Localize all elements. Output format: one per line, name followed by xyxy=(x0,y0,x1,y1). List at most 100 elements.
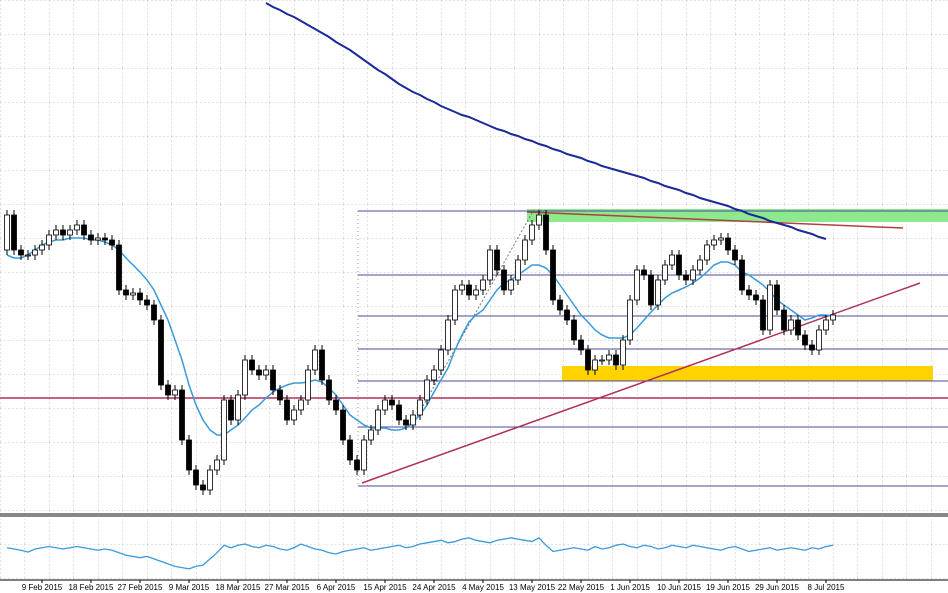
candle-body xyxy=(144,299,150,306)
candle-body xyxy=(606,354,612,361)
candle-body xyxy=(634,269,640,301)
candle-body xyxy=(340,409,346,441)
candle-body xyxy=(830,314,836,321)
candle-body xyxy=(95,237,101,241)
candle-body xyxy=(746,289,752,296)
candle-body xyxy=(333,399,339,411)
candle-body xyxy=(46,234,52,246)
candle-body xyxy=(312,349,318,371)
x-tick-label: 18 Mar 2015 xyxy=(216,583,261,592)
candle-body xyxy=(816,329,822,351)
x-tick-label: 27 Feb 2015 xyxy=(118,583,163,592)
x-tick-label: 29 Jun 2015 xyxy=(755,583,800,592)
candle-body xyxy=(200,484,206,491)
candle-body xyxy=(39,244,45,251)
x-tick-label: 19 Jun 2015 xyxy=(706,583,751,592)
candle-body xyxy=(256,369,262,376)
candle-body xyxy=(193,469,199,486)
candle-body xyxy=(179,389,185,441)
candle-body xyxy=(424,379,430,401)
candle-body xyxy=(739,259,745,291)
candle-body xyxy=(291,409,297,421)
candle-body xyxy=(431,369,437,381)
candle-body xyxy=(102,237,108,241)
candle-body xyxy=(641,269,647,276)
candle-body xyxy=(389,399,395,406)
candle-body xyxy=(417,399,423,416)
candle-body xyxy=(396,404,402,421)
x-tick-label: 1 Jun 2015 xyxy=(610,583,650,592)
candle-body xyxy=(669,254,675,266)
candle-body xyxy=(459,284,465,291)
candle-body xyxy=(767,284,773,331)
candle-body xyxy=(480,279,486,291)
candle-body xyxy=(732,249,738,261)
candle-body xyxy=(284,399,290,421)
candle-body xyxy=(249,359,255,371)
candle-body xyxy=(60,229,66,236)
candle-body xyxy=(662,264,668,281)
candle-body xyxy=(592,359,598,371)
candle-body xyxy=(53,229,59,236)
candle-body xyxy=(753,294,759,301)
candle-body xyxy=(74,224,80,231)
candle-body xyxy=(375,409,381,431)
candle-body xyxy=(473,289,479,296)
candle-body xyxy=(368,429,374,441)
candle-body xyxy=(123,289,129,296)
candle-body xyxy=(613,354,619,366)
candle-body xyxy=(228,399,234,421)
candle-body xyxy=(438,349,444,371)
candle-body xyxy=(67,229,73,236)
candle-body xyxy=(130,292,136,296)
candle-body xyxy=(81,224,87,236)
candle-body xyxy=(263,369,269,376)
candle-body xyxy=(403,419,409,426)
candle-body xyxy=(704,244,710,261)
candle-body xyxy=(501,269,507,291)
candle-body xyxy=(802,334,808,346)
pane-separator xyxy=(0,513,948,517)
candle-body xyxy=(186,439,192,471)
candle-body xyxy=(207,469,213,491)
x-tick-label: 13 May 2015 xyxy=(509,583,556,592)
candle-body xyxy=(109,239,115,246)
moving-average xyxy=(265,2,827,240)
candle-body xyxy=(550,249,556,301)
candle-body xyxy=(536,214,542,226)
candle-body xyxy=(235,394,241,421)
candle-body xyxy=(172,389,178,396)
candle-body xyxy=(823,319,829,331)
candle-body xyxy=(137,292,143,301)
candle-body xyxy=(599,359,605,362)
candle-body xyxy=(529,224,535,241)
trend-line xyxy=(526,211,904,229)
x-tick-label: 10 Jun 2015 xyxy=(657,583,702,592)
candle-body xyxy=(781,309,787,331)
candle-body xyxy=(557,299,563,311)
candle-body xyxy=(487,249,493,281)
candle-body xyxy=(676,254,682,276)
candle-body xyxy=(452,289,458,321)
candle-body xyxy=(242,359,248,396)
candle-body xyxy=(277,389,283,401)
x-tick-label: 4 May 2015 xyxy=(462,583,504,592)
candle-body xyxy=(578,339,584,351)
candle-body xyxy=(18,249,24,256)
candle-body xyxy=(508,279,514,291)
x-tick-label: 9 Mar 2015 xyxy=(169,583,210,592)
x-tick-label: 22 May 2015 xyxy=(558,583,605,592)
candle-body xyxy=(620,339,626,366)
candle-body xyxy=(361,439,367,471)
candle-body xyxy=(655,279,661,306)
candle-body xyxy=(543,214,549,251)
candle-body xyxy=(319,349,325,381)
candle-body xyxy=(326,379,332,401)
candle-body xyxy=(809,344,815,351)
candle-body xyxy=(298,399,304,411)
candle-body xyxy=(151,304,157,321)
candle-body xyxy=(571,319,577,341)
candle-body xyxy=(32,249,38,256)
candle-body xyxy=(270,369,276,391)
